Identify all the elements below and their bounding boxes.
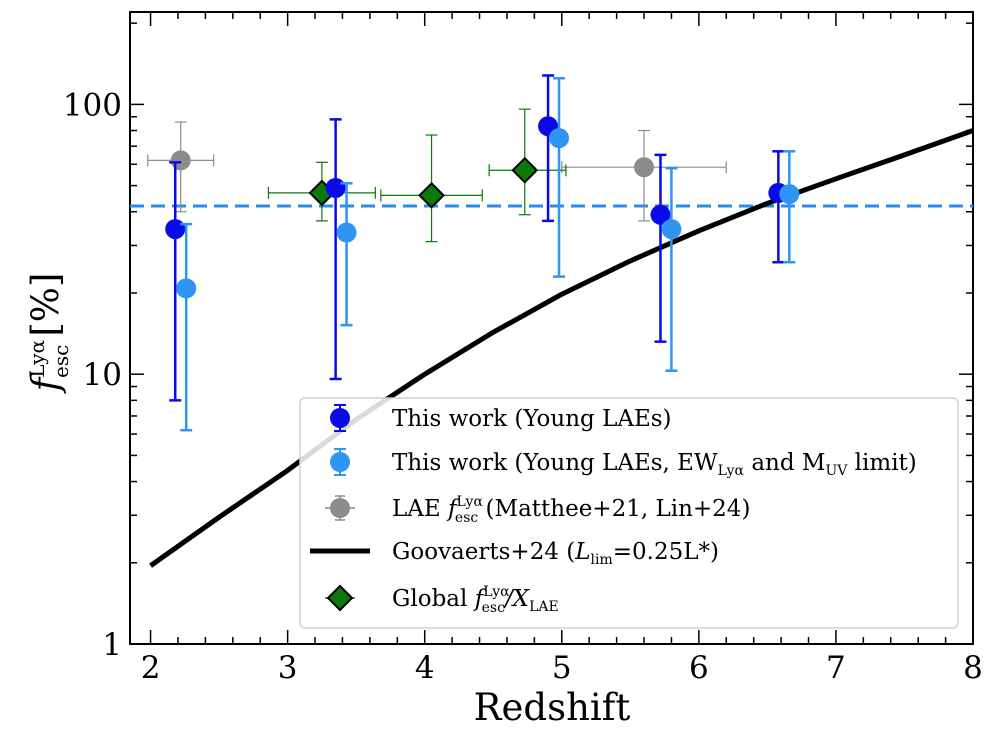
young-laes-limit-point xyxy=(661,166,682,372)
x-tick-label: 6 xyxy=(689,650,709,686)
legend-box xyxy=(299,397,959,629)
legend-item-global-fesc: Global fLyα esc/XLAE xyxy=(325,584,559,616)
x-tick-label: 3 xyxy=(278,650,298,686)
legend-label-goovaerts: Goovaerts+24 (Llim=0.25L*) xyxy=(392,539,719,568)
young-laes-limit-marker xyxy=(549,128,570,149)
young-laes-limit-point xyxy=(549,76,570,278)
y-axis-title: fLyαesc[%] xyxy=(24,273,73,395)
lae-fesc-point xyxy=(561,129,727,222)
young-laes-point xyxy=(538,74,559,223)
axis-tick-labels: 2 3 4 5 6 7 8 1 10 100 xyxy=(63,87,983,686)
legend-label-lae-fesc: LAE fLyα esc (Matthee+21, Lin+24) xyxy=(392,494,750,526)
legend-marker-lae-fesc xyxy=(330,498,350,518)
goovaerts-curve xyxy=(149,128,974,568)
legend-label-young-laes-limit: This work (Young LAEs, EWLyα and MUV lim… xyxy=(392,450,917,479)
x-tick-label: 5 xyxy=(552,650,572,686)
young-laes-limit-marker xyxy=(176,278,197,299)
legend-marker-young-laes-limit xyxy=(330,452,350,472)
young-laes-limit-point xyxy=(336,182,357,327)
legend-item-goovaerts: Goovaerts+24 (Llim=0.25L*) xyxy=(310,539,719,568)
lae-fesc-marker xyxy=(170,150,191,171)
young-laes-marker xyxy=(650,204,671,225)
svg-text:fLyαesc[%]: fLyαesc[%] xyxy=(24,273,73,395)
lae-fesc-marker xyxy=(634,157,655,178)
global-fesc-marker xyxy=(511,156,539,184)
legend-label-young-laes: This work (Young LAEs) xyxy=(392,406,672,432)
global-fesc-point xyxy=(267,161,376,222)
legend-marker-global-fesc xyxy=(326,584,354,612)
young-laes-marker xyxy=(325,177,346,198)
y-tick-label: 1 xyxy=(102,627,122,663)
x-tick-label: 2 xyxy=(141,650,161,686)
young-laes-point xyxy=(650,153,671,343)
global-fesc-point xyxy=(488,108,567,216)
legend-item-young-laes: This work (Young LAEs) xyxy=(330,404,672,432)
lae-fesc-point xyxy=(147,121,215,213)
plot-frame xyxy=(129,11,974,645)
young-laes-limit-marker xyxy=(336,222,357,243)
legend-item-lae-fesc: LAE fLyα esc (Matthee+21, Lin+24) xyxy=(325,494,750,526)
legend-marker-young-laes xyxy=(330,408,350,428)
x-tick-label: 4 xyxy=(415,650,435,686)
global-fesc-point xyxy=(380,134,483,243)
legend-item-young-laes-limit: This work (Young LAEs, EWLyα and MUV lim… xyxy=(330,448,917,479)
young-laes-marker xyxy=(165,219,186,240)
young-laes-limit-marker xyxy=(779,184,800,205)
plot-area xyxy=(130,74,974,568)
young-laes-limit-point xyxy=(779,150,800,264)
axis-ticks xyxy=(130,12,974,645)
y-tick-label: 10 xyxy=(83,357,122,393)
young-laes-limit-marker xyxy=(661,219,682,240)
legend-label-global-fesc: Global fLyα esc/XLAE xyxy=(392,584,559,616)
legend: This work (Young LAEs) This work (Young … xyxy=(299,397,959,629)
young-laes-limit-point xyxy=(176,222,197,432)
young-laes-point xyxy=(325,118,346,381)
y-tick-label: 100 xyxy=(63,87,122,123)
x-axis-title: Redshift xyxy=(474,686,631,729)
x-tick-label: 8 xyxy=(963,650,983,686)
x-tick-label: 7 xyxy=(826,650,846,686)
global-fesc-marker xyxy=(418,181,445,209)
